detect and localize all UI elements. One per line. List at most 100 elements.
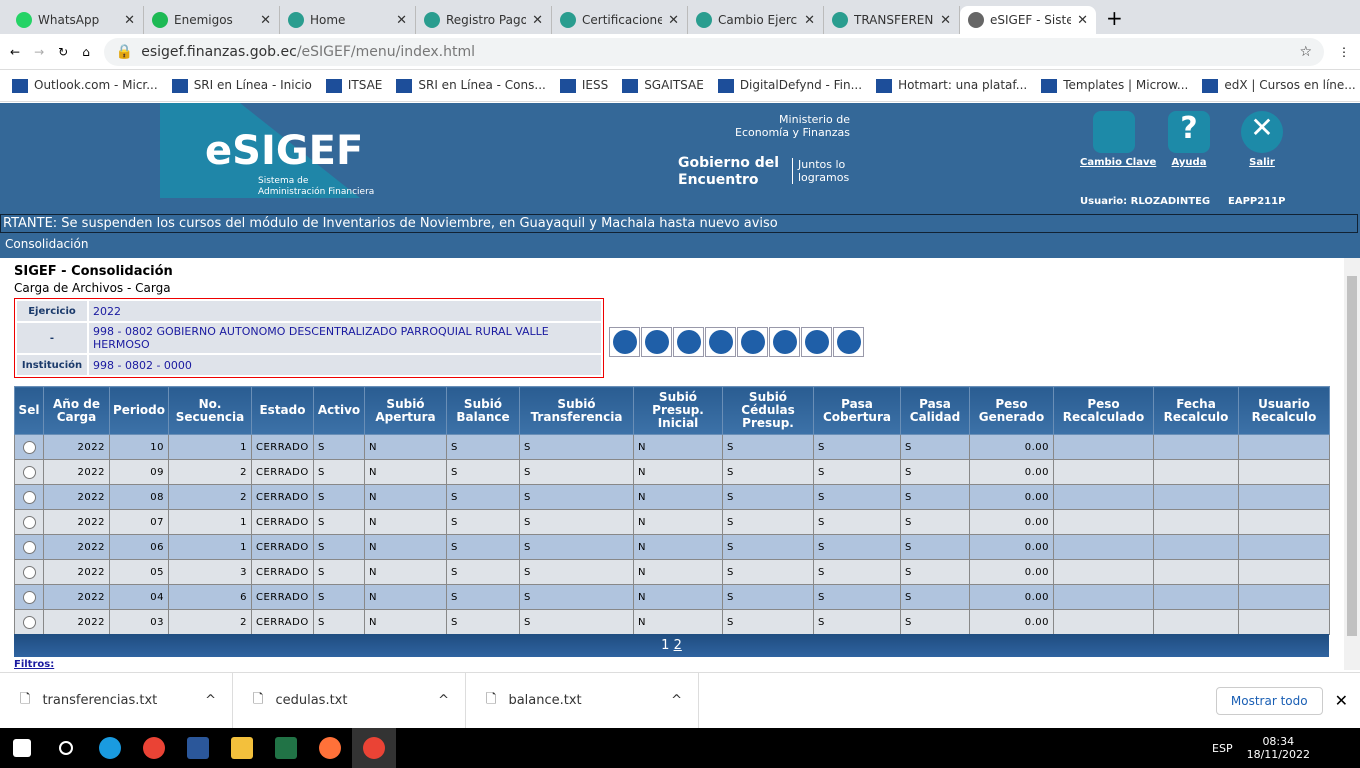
upload-button[interactable] (641, 327, 672, 357)
table-cell: N (633, 584, 723, 610)
select-radio[interactable] (14, 484, 44, 510)
table-row[interactable]: 2022 09 2 CERRADO S N S S N S S S 0.00 (14, 459, 1330, 485)
table-cell: S (446, 434, 520, 460)
browser-tab[interactable]: TRANSFEREN ✕ (824, 6, 960, 34)
table-header: Sel Año de Carga Periodo No. Secuencia Estad… (14, 386, 1330, 435)
bookmark-item[interactable]: SGAITSAE (622, 78, 704, 93)
close-tab-icon[interactable]: ✕ (668, 12, 679, 28)
chevron-up-icon[interactable]: ^ (438, 693, 449, 708)
filters-link[interactable]: Filtros: (14, 659, 55, 670)
bookmark-item[interactable]: ITSAE (325, 78, 382, 93)
table-row[interactable]: 2022 03 2 CERRADO S N S S N S S S 0.00 (14, 609, 1330, 635)
table-cell: S (722, 609, 814, 635)
approve-button[interactable] (801, 327, 832, 357)
close-tab-icon[interactable]: ✕ (124, 12, 135, 28)
select-radio[interactable] (14, 584, 44, 610)
search-button[interactable] (44, 728, 88, 768)
browser-tab[interactable]: Home ✕ (280, 6, 416, 34)
close-tab-icon[interactable]: ✕ (260, 12, 271, 28)
search-icon (59, 741, 73, 755)
close-tab-icon[interactable]: ✕ (396, 12, 407, 28)
table-row[interactable]: 2022 08 2 CERRADO S N S S N S S S 0.00 (14, 484, 1330, 510)
browser-tab[interactable]: Cambio Ejerc ✕ (688, 6, 824, 34)
table-cell: S (519, 509, 634, 535)
table-row[interactable]: 2022 05 3 CERRADO S N S S N S S S 0.00 (14, 559, 1330, 585)
preview-button[interactable] (737, 327, 768, 357)
download-item[interactable]: 🗋 balance.txt ^ (466, 672, 699, 729)
validate-grid-button[interactable] (673, 327, 704, 357)
close-tab-icon[interactable]: ✕ (1077, 12, 1088, 28)
reload-icon[interactable]: ↻ (58, 44, 69, 59)
word-button[interactable] (176, 728, 220, 768)
url-input[interactable]: 🔒 esigef.finanzas.gob.ec/eSIGEF/menu/inde… (103, 37, 1324, 66)
table-row[interactable]: 2022 10 1 CERRADO S N S S N S S S 0.00 (14, 434, 1330, 460)
bookmark-item[interactable]: IESS (559, 78, 608, 93)
close-tab-icon[interactable]: ✕ (940, 12, 951, 28)
search-button[interactable] (833, 327, 864, 357)
bookmark-item[interactable]: SRI en Línea - Cons... (396, 78, 546, 93)
excel-button[interactable] (264, 728, 308, 768)
back-icon[interactable]: ← (10, 44, 21, 59)
table-row[interactable]: 2022 07 1 CERRADO S N S S N S S S 0.00 (14, 509, 1330, 535)
chrome-icon (143, 737, 165, 759)
clock[interactable]: 08:34 18/11/2022 (1246, 735, 1310, 761)
bookmark-item[interactable]: Outlook.com - Micr... (12, 78, 158, 93)
edge-button[interactable] (88, 728, 132, 768)
bookmark-item[interactable]: DigitalDefynd - Fin... (717, 78, 862, 93)
page-1[interactable]: 1 (661, 638, 670, 653)
table-cell: S (519, 534, 634, 560)
forward-icon[interactable]: → (34, 44, 45, 59)
bookmark-item[interactable]: SRI en Línea - Inicio (171, 78, 312, 93)
bookmark-item[interactable]: edX | Cursos en líne... (1202, 78, 1356, 93)
check-icon (804, 330, 829, 354)
chrome-button[interactable] (132, 728, 176, 768)
page-scrollbar[interactable] (1344, 258, 1360, 670)
language-indicator[interactable]: ESP (1212, 741, 1233, 755)
table-row[interactable]: 2022 04 6 CERRADO S N S S N S S S 0.00 (14, 584, 1330, 610)
new-file-button[interactable] (609, 327, 640, 357)
download-item[interactable]: 🗋 cedulas.txt ^ (233, 672, 466, 729)
show-all-button[interactable]: Mostrar todo (1215, 686, 1323, 715)
close-tab-icon[interactable]: ✕ (804, 12, 815, 28)
bookmark-item[interactable]: Hotmart: una plataf... (876, 78, 1027, 93)
home-icon[interactable]: ⌂ (82, 44, 90, 59)
bookmark-item[interactable]: Templates | Microw... (1041, 78, 1188, 93)
firefox-button[interactable] (308, 728, 352, 768)
chrome-active-button[interactable] (352, 728, 396, 768)
browser-tab[interactable]: Certificacione ✕ (552, 6, 688, 34)
chevron-up-icon[interactable]: ^ (671, 693, 682, 708)
table-cell: S (446, 534, 520, 560)
table-cell: S (313, 509, 365, 535)
browser-tab[interactable]: Enemigos ✕ (144, 6, 280, 34)
select-radio[interactable] (14, 559, 44, 585)
new-tab-icon[interactable]: + (1106, 6, 1123, 30)
delete-button[interactable] (705, 327, 736, 357)
download-item[interactable]: 🗋 transferencias.txt ^ (0, 672, 233, 729)
select-radio[interactable] (14, 609, 44, 635)
print-button[interactable] (769, 327, 800, 357)
logout-button[interactable]: ✕ Salir (1228, 111, 1296, 168)
select-radio[interactable] (14, 434, 44, 460)
select-radio[interactable] (14, 509, 44, 535)
select-radio[interactable] (14, 459, 44, 485)
page-2[interactable]: 2 (673, 638, 682, 653)
explorer-button[interactable] (220, 728, 264, 768)
browser-tab[interactable]: Registro Pago ✕ (416, 6, 552, 34)
browser-tab[interactable]: eSIGEF - Siste ✕ (960, 6, 1096, 34)
close-icon[interactable]: ✕ (1334, 691, 1348, 710)
change-password-button[interactable]: Cambio Clave (1080, 111, 1156, 168)
browser-tab[interactable]: WhatsApp ✕ (8, 6, 144, 34)
chevron-up-icon[interactable]: ^ (205, 693, 216, 708)
close-tab-icon[interactable]: ✕ (532, 12, 543, 28)
bookmark-icon (325, 78, 342, 93)
table-cell: N (364, 534, 447, 560)
start-button[interactable] (0, 728, 44, 768)
table-row[interactable]: 2022 06 1 CERRADO S N S S N S S S 0.00 (14, 534, 1330, 560)
star-icon[interactable]: ☆ (1299, 43, 1312, 60)
menu-consolidacion[interactable]: Consolidación (5, 237, 89, 251)
help-button[interactable]: ? Ayuda (1155, 111, 1223, 168)
select-radio[interactable] (14, 534, 44, 560)
table-cell: N (633, 609, 723, 635)
upload-icon (644, 330, 669, 354)
extensions-icon[interactable]: ⋮ (1338, 44, 1350, 59)
